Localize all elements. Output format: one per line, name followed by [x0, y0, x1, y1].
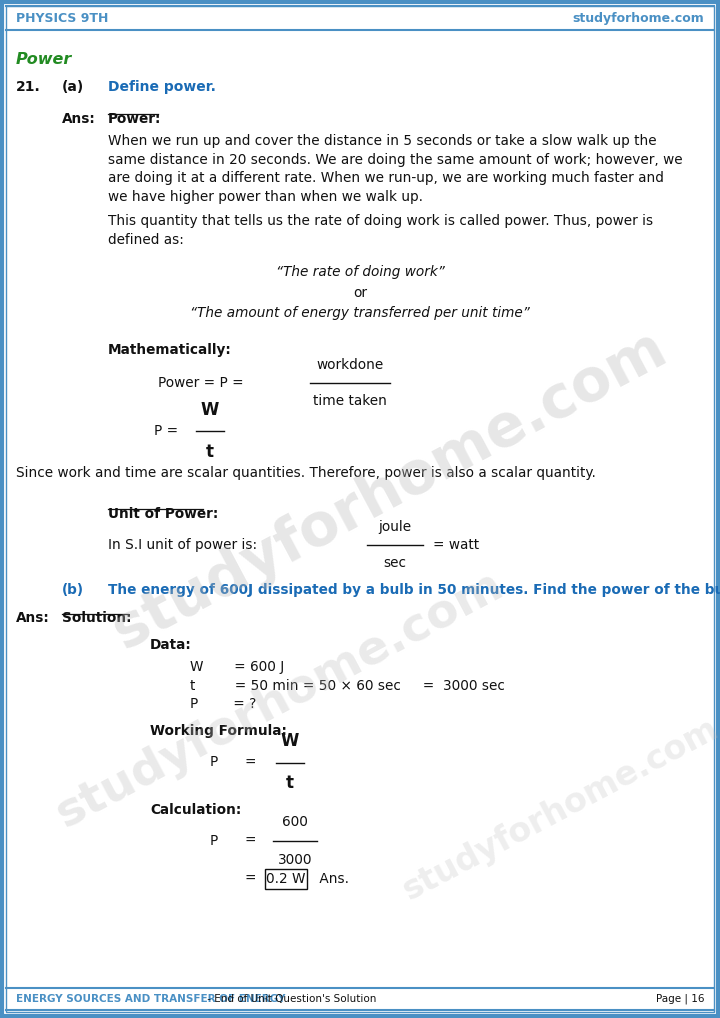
Text: sec: sec	[384, 556, 407, 570]
Text: P        = ?: P = ?	[190, 697, 256, 712]
Text: 3000: 3000	[278, 853, 312, 867]
Text: Ans.: Ans.	[315, 872, 349, 886]
Text: Power:: Power:	[108, 112, 161, 126]
Text: studyforhome.com: studyforhome.com	[104, 320, 676, 661]
Text: studyforhome.com: studyforhome.com	[397, 713, 720, 907]
Text: defined as:: defined as:	[108, 232, 184, 246]
Text: or: or	[353, 285, 367, 299]
Text: =: =	[245, 872, 256, 886]
Text: Ans:: Ans:	[16, 612, 50, 625]
Text: we have higher power than when we walk up.: we have higher power than when we walk u…	[108, 189, 423, 204]
Text: 21.: 21.	[16, 80, 41, 94]
Text: studyforhome.com: studyforhome.com	[48, 563, 511, 837]
Text: time taken: time taken	[313, 394, 387, 408]
Text: This quantity that tells us the rate of doing work is called power. Thus, power : This quantity that tells us the rate of …	[108, 214, 653, 228]
Text: t         = 50 min = 50 × 60 sec     =  3000 sec: t = 50 min = 50 × 60 sec = 3000 sec	[190, 679, 505, 693]
Text: =: =	[245, 834, 256, 848]
Text: The energy of 600J dissipated by a bulb in 50 minutes. Find the power of the bul: The energy of 600J dissipated by a bulb …	[108, 583, 720, 597]
Text: In S.I unit of power is:: In S.I unit of power is:	[108, 538, 257, 552]
Text: Ans:: Ans:	[62, 112, 96, 126]
Text: (b): (b)	[62, 583, 84, 597]
Text: joule: joule	[379, 520, 412, 534]
Text: (a): (a)	[62, 80, 84, 94]
Text: workdone: workdone	[316, 358, 384, 372]
Text: Mathematically:: Mathematically:	[108, 342, 232, 356]
Text: P: P	[210, 755, 218, 770]
Text: t: t	[206, 443, 214, 461]
Text: Define power.: Define power.	[108, 80, 216, 94]
Text: “The rate of doing work”: “The rate of doing work”	[276, 265, 444, 279]
Text: When we run up and cover the distance in 5 seconds or take a slow walk up the: When we run up and cover the distance in…	[108, 134, 657, 148]
Text: t: t	[286, 775, 294, 792]
Bar	[265, 869, 307, 889]
Text: 600: 600	[282, 815, 308, 829]
Text: Page | 16: Page | 16	[655, 994, 704, 1004]
Text: PHYSICS 9TH: PHYSICS 9TH	[16, 11, 109, 24]
Text: Calculation:: Calculation:	[150, 802, 241, 816]
Text: P =: P =	[154, 425, 178, 438]
Text: - End of Unit Question's Solution: - End of Unit Question's Solution	[204, 994, 377, 1004]
Text: P: P	[210, 834, 218, 848]
Text: W       = 600 J: W = 600 J	[190, 661, 284, 675]
Text: W: W	[201, 401, 219, 419]
Text: same distance in 20 seconds. We are doing the same amount of work; however, we: same distance in 20 seconds. We are doin…	[108, 153, 683, 167]
Text: = watt: = watt	[433, 538, 479, 552]
Text: Data:: Data:	[150, 638, 192, 652]
Text: W: W	[281, 733, 300, 750]
Text: Since work and time are scalar quantities. Therefore, power is also a scalar qua: Since work and time are scalar quantitie…	[16, 466, 596, 480]
Text: Unit of Power:: Unit of Power:	[108, 507, 218, 520]
Text: “The amount of energy transferred per unit time”: “The amount of energy transferred per un…	[190, 306, 530, 320]
Text: are doing it at a different rate. When we run-up, we are working much faster and: are doing it at a different rate. When w…	[108, 171, 664, 185]
Text: 0.2 W: 0.2 W	[266, 872, 306, 886]
Text: Power: Power	[16, 52, 72, 67]
Text: Working Formula:: Working Formula:	[150, 724, 287, 738]
Text: =: =	[245, 755, 256, 770]
Text: ENERGY SOURCES AND TRANSFER OF ENERGY: ENERGY SOURCES AND TRANSFER OF ENERGY	[16, 994, 285, 1004]
Text: studyforhome.com: studyforhome.com	[572, 11, 704, 24]
Text: Solution:: Solution:	[62, 612, 132, 625]
Text: Power = P =: Power = P =	[158, 376, 248, 390]
